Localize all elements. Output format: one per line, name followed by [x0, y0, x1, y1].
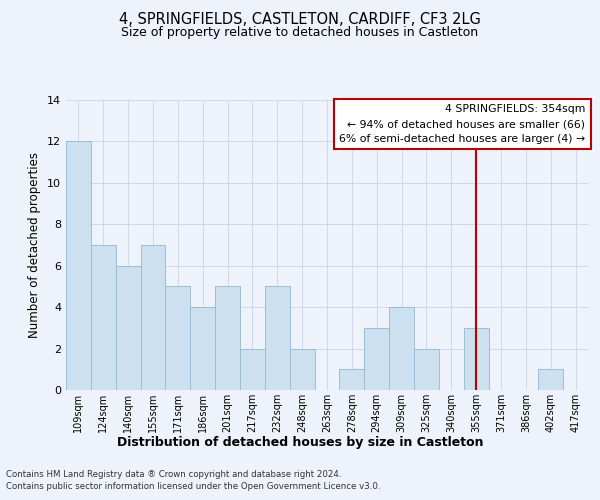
Bar [265, 286, 290, 390]
Bar [364, 328, 389, 390]
Bar [340, 370, 364, 390]
Bar [389, 307, 414, 390]
Bar [166, 286, 190, 390]
Text: 4, SPRINGFIELDS, CASTLETON, CARDIFF, CF3 2LG: 4, SPRINGFIELDS, CASTLETON, CARDIFF, CF3… [119, 12, 481, 28]
Text: 4 SPRINGFIELDS: 354sqm
← 94% of detached houses are smaller (66)
6% of semi-deta: 4 SPRINGFIELDS: 354sqm ← 94% of detached… [339, 104, 586, 144]
Bar [190, 307, 215, 390]
Bar [538, 370, 563, 390]
Bar [290, 348, 314, 390]
Bar [464, 328, 488, 390]
Bar [66, 142, 91, 390]
Y-axis label: Number of detached properties: Number of detached properties [28, 152, 41, 338]
Bar [91, 245, 116, 390]
Text: Contains public sector information licensed under the Open Government Licence v3: Contains public sector information licen… [6, 482, 380, 491]
Text: Contains HM Land Registry data ® Crown copyright and database right 2024.: Contains HM Land Registry data ® Crown c… [6, 470, 341, 479]
Bar [414, 348, 439, 390]
Text: Size of property relative to detached houses in Castleton: Size of property relative to detached ho… [121, 26, 479, 39]
Bar [116, 266, 140, 390]
Bar [140, 245, 166, 390]
Bar [240, 348, 265, 390]
Text: Distribution of detached houses by size in Castleton: Distribution of detached houses by size … [117, 436, 483, 449]
Bar [215, 286, 240, 390]
